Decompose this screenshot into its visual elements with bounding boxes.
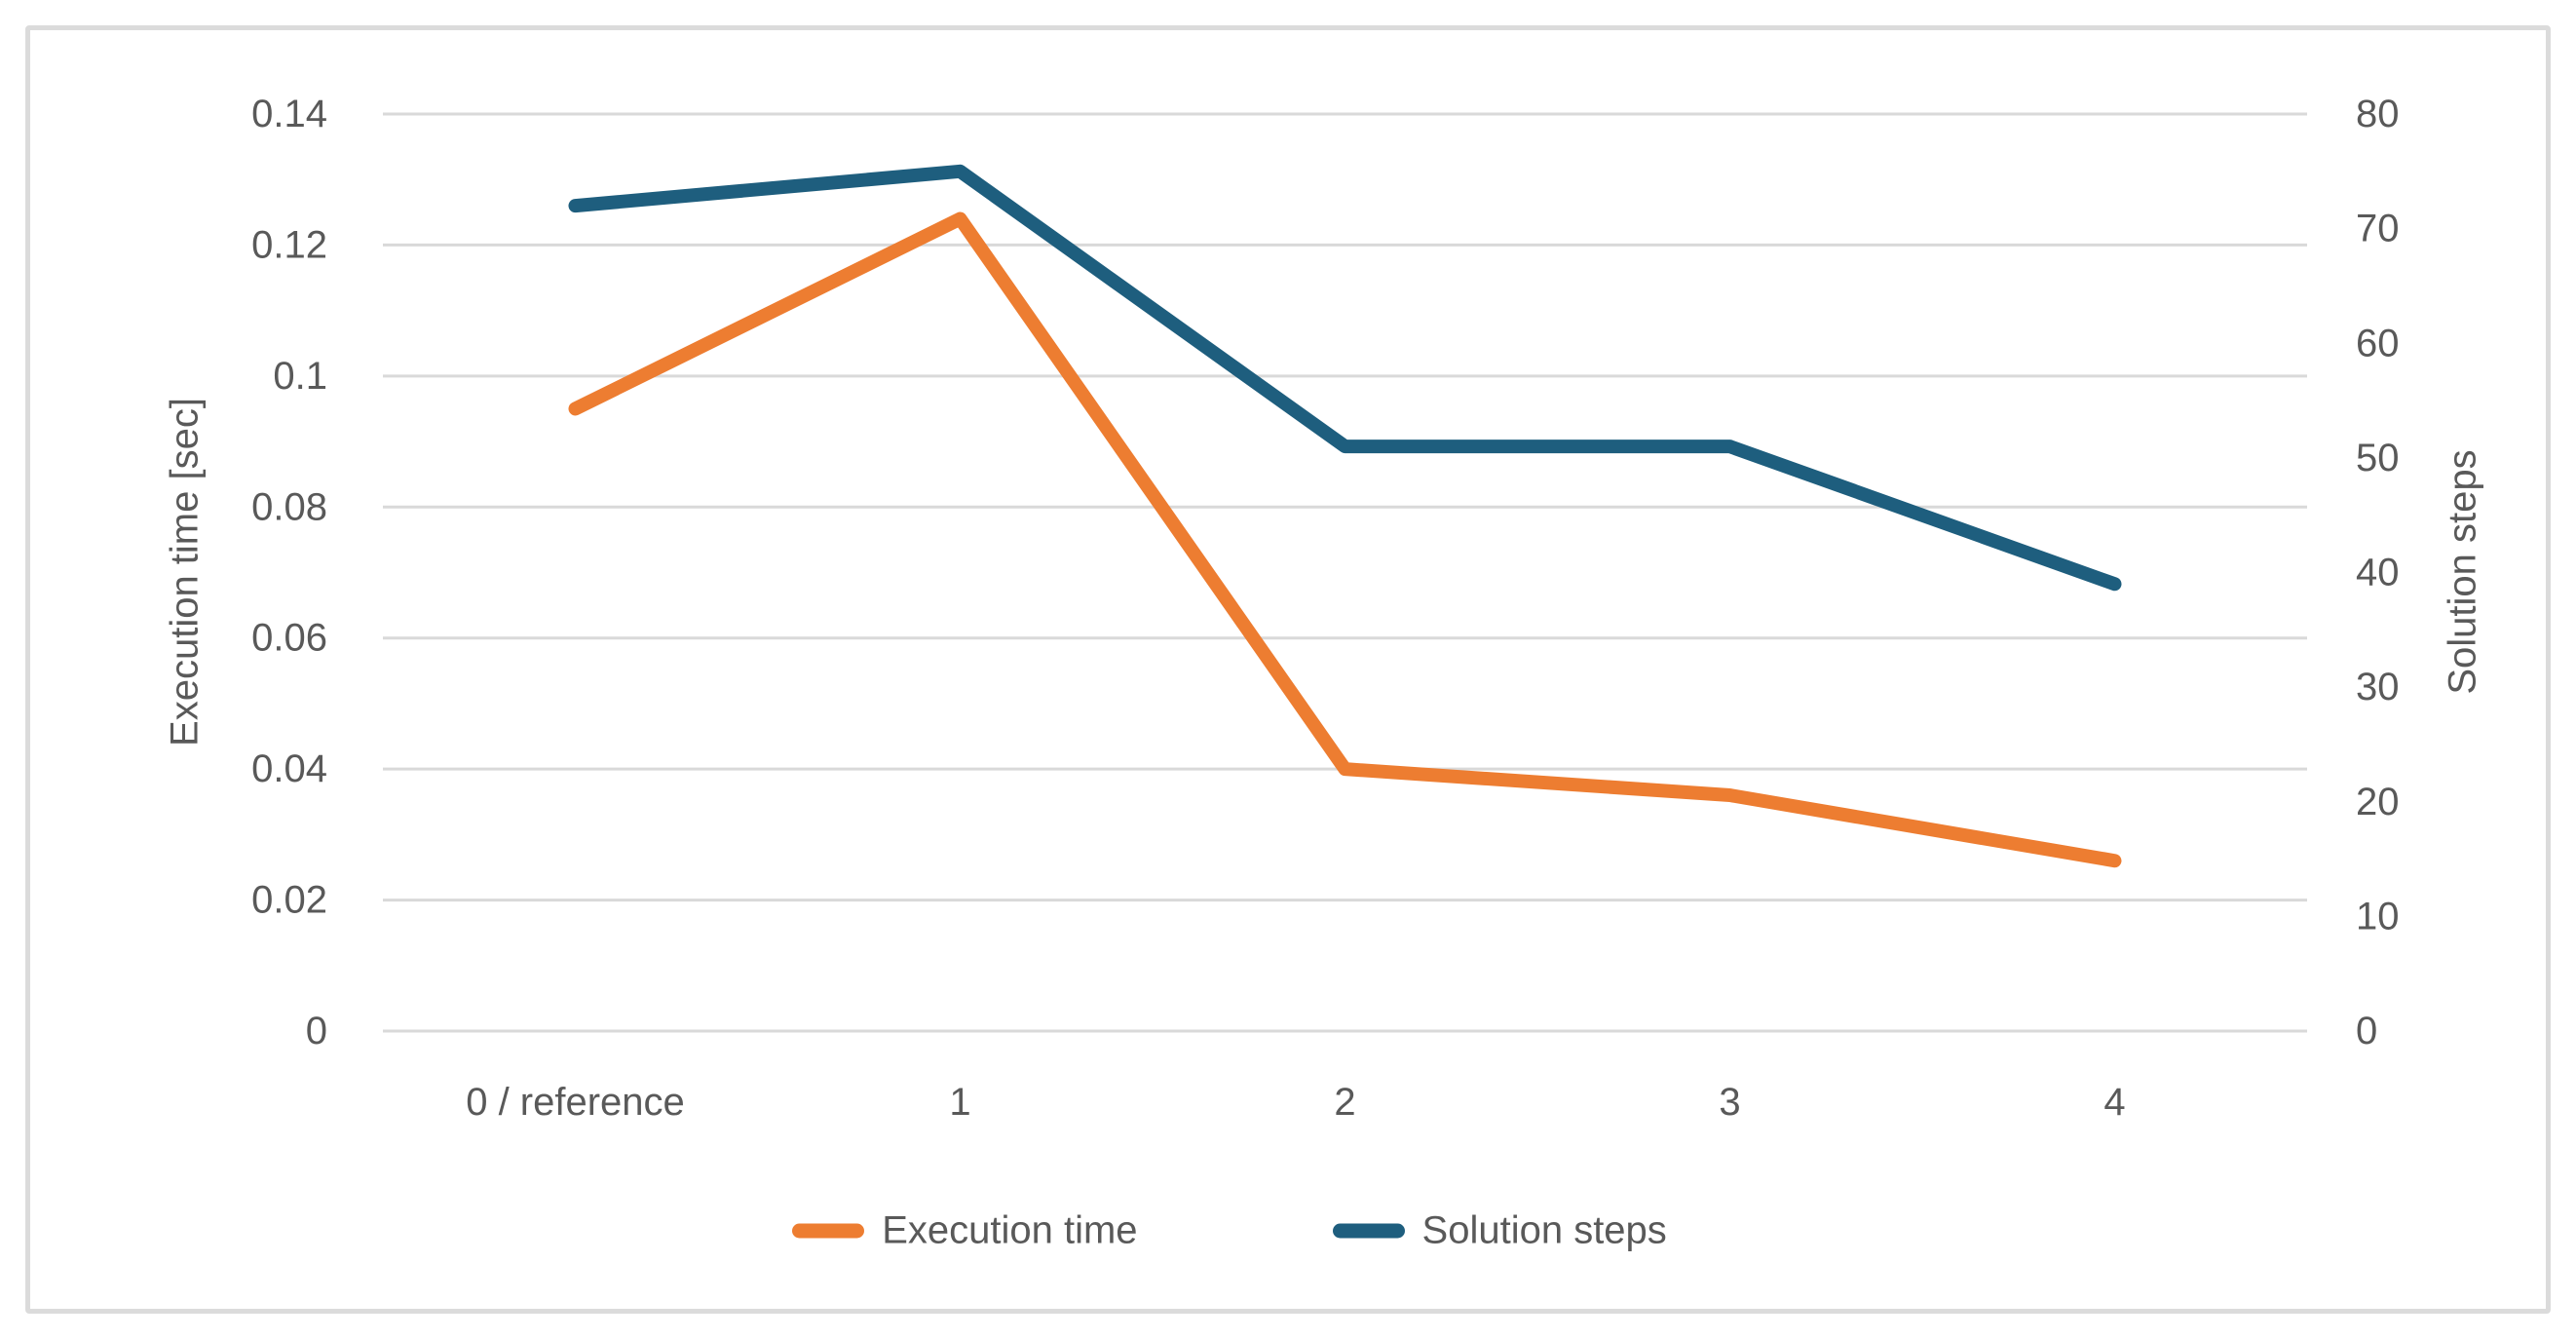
y-axis-tick-label-left: 0.12 [251, 223, 327, 266]
legend-swatch-execution-time [792, 1223, 865, 1239]
y-axis-tick-label-left: 0 [306, 1010, 327, 1052]
y-axis-tick-label-right: 20 [2356, 781, 2400, 823]
y-axis-title-right: Solution steps [2441, 449, 2484, 695]
x-axis-tick-label: 3 [1719, 1081, 1740, 1124]
y-axis-tick-label-right: 10 [2356, 895, 2400, 937]
x-axis-tick-label: 1 [949, 1081, 970, 1124]
x-axis-tick-label: 2 [1334, 1081, 1355, 1124]
y-axis-tick-label-left: 0.06 [251, 617, 327, 660]
series-line-solution-steps [568, 164, 2122, 592]
y-axis-tick-label-right: 70 [2356, 208, 2400, 250]
x-axis-tick-label: 4 [2103, 1081, 2125, 1124]
y-axis-tick-label-right: 30 [2356, 666, 2400, 708]
y-axis-tick-label-left: 0.08 [251, 485, 327, 528]
legend: Execution time Solution steps [0, 1209, 2459, 1253]
y-axis-tick-label-right: 60 [2356, 322, 2400, 364]
y-axis-tick-label-right: 0 [2356, 1010, 2377, 1052]
y-axis-tick-label-left: 0.02 [251, 879, 327, 922]
y-axis-title-left: Execution time [sec] [163, 398, 207, 746]
legend-swatch-solution-steps [1332, 1223, 1405, 1239]
legend-label-solution-steps: Solution steps [1421, 1208, 1667, 1252]
legend-item-solution-steps: Solution steps [1332, 1208, 1667, 1253]
y-axis-tick-label-left: 0.04 [251, 747, 327, 790]
legend-item-execution-time: Execution time [792, 1208, 1138, 1253]
series-line-execution-time [568, 211, 2122, 868]
legend-label-execution-time: Execution time [882, 1208, 1138, 1252]
y-axis-tick-label-right: 50 [2356, 437, 2400, 479]
y-axis-tick-label-right: 40 [2356, 552, 2400, 594]
chart-frame [25, 25, 2551, 1314]
y-axis-tick-label-left: 0.1 [273, 355, 327, 398]
x-axis-tick-label: 0 / reference [466, 1081, 685, 1124]
y-axis-tick-label-right: 80 [2356, 93, 2400, 135]
y-axis-tick-label-left: 0.14 [251, 93, 327, 135]
